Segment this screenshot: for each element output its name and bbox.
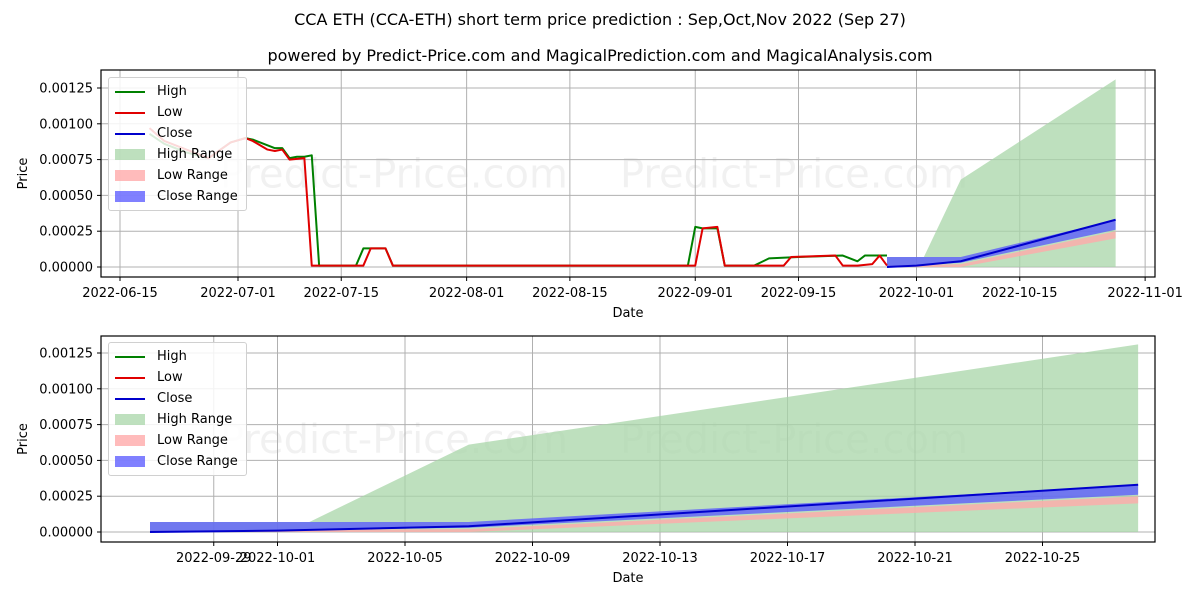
x-tick-label: 2022-10-01 [240,551,316,566]
legend-swatch [115,111,145,114]
y-tick-label: 0.00025 [39,490,93,505]
legend-swatch [115,170,145,181]
high-range-band [150,344,1139,532]
legend-item-low: Low [115,367,238,388]
x-tick-label: 2022-09-01 [657,286,733,301]
x-tick-label: 2022-10-01 [879,286,955,301]
close-line [149,483,1139,533]
x-tick-label: 2022-11-01 [1107,286,1183,301]
x-tick-label: 2022-06-15 [82,286,158,301]
legend-swatch [115,435,145,446]
svg-text:Predict-Price.com: Predict-Price.com [620,152,968,198]
legend-swatch [115,456,145,467]
legend-item-close-range: Close Range [115,451,238,472]
axes-frame [100,335,1156,543]
legend-swatch [115,397,145,400]
x-axis-label: Date [612,306,643,321]
legend-swatch [115,191,145,202]
y-tick-label: 0.00100 [39,117,93,132]
y-tick-label: 0.00075 [39,153,93,168]
y-tick-label: 0.00100 [39,382,93,397]
y-tick-label: 0.00075 [39,418,93,433]
high-range-band [887,79,1116,268]
legend-bottom: High Low Close High Range Low Range Close Ran… [108,342,247,476]
x-tick-label: 2022-10-25 [1005,551,1081,566]
x-tick-label: 2022-10-05 [367,551,443,566]
y-tick-label: 0.00000 [39,261,93,276]
legend-swatch [115,132,145,135]
axes-frame [100,69,1156,278]
legend-label: High [157,349,187,364]
x-tick-label: 2022-07-15 [303,286,379,301]
legend-swatch [115,149,145,160]
chart-top: Predict-Price.com Predict-Price.comPredic… [16,69,1183,321]
legend-item-low-range: Low Range [115,430,238,451]
legend-item-close-range: Close Range [115,186,238,207]
legend-item-high-range: High Range [115,409,238,430]
y-axis-label: Price [16,423,31,455]
close-range-band [150,484,1139,532]
chart-title: CCA ETH (CCA-ETH) short term price predi… [294,10,906,29]
legend-label: Low Range [157,168,228,183]
legend-item-high: High [115,346,238,367]
y-tick-label: 0.00125 [39,82,93,97]
close-range-band [887,219,1116,267]
legend-item-low: Low [115,102,238,123]
x-axis-label: Date [612,571,643,586]
legend-item-close: Close [115,388,238,409]
chart-subtitle: powered by Predict-Price.com and Magical… [267,46,933,65]
x-tick-label: 2022-09-15 [761,286,837,301]
legend-swatch [115,90,145,93]
legend-item-high-range: High Range [115,144,238,165]
legend-label: Close Range [157,454,238,469]
legend-top: High Low Close High Range Low Range Close Ran… [108,77,247,211]
y-tick-label: 0.00125 [39,347,93,362]
y-tick-label: 0.00000 [39,526,93,541]
x-tick-label: 2022-09-29 [176,551,252,566]
y-tick-label: 0.00025 [39,225,93,240]
legend-swatch [115,376,145,379]
legend-label: High [157,84,187,99]
y-tick-label: 0.00050 [39,454,93,469]
legend-label: Close [157,391,193,406]
legend-label: High Range [157,147,233,162]
legend-label: Low Range [157,433,228,448]
legend-label: Close [157,126,193,141]
svg-text:Predict-Price.com: Predict-Price.com [220,152,568,198]
x-tick-label: 2022-08-15 [532,286,608,301]
x-tick-label: 2022-10-15 [982,286,1058,301]
legend-label: Low [157,105,183,120]
x-tick-label: 2022-10-17 [750,551,826,566]
legend-item-low-range: Low Range [115,165,238,186]
y-axis-label: Price [16,158,31,190]
x-tick-label: 2022-10-21 [877,551,953,566]
legend-swatch [115,355,145,358]
legend-item-high: High [115,81,238,102]
x-tick-label: 2022-10-09 [495,551,571,566]
y-tick-label: 0.00050 [39,189,93,204]
legend-label: High Range [157,412,233,427]
legend-label: Low [157,370,183,385]
legend-item-close: Close [115,123,238,144]
x-tick-label: 2022-07-01 [200,286,276,301]
x-tick-label: 2022-08-01 [429,286,505,301]
close-line [886,218,1116,268]
legend-label: Close Range [157,189,238,204]
x-tick-label: 2022-10-13 [622,551,698,566]
legend-swatch [115,414,145,425]
